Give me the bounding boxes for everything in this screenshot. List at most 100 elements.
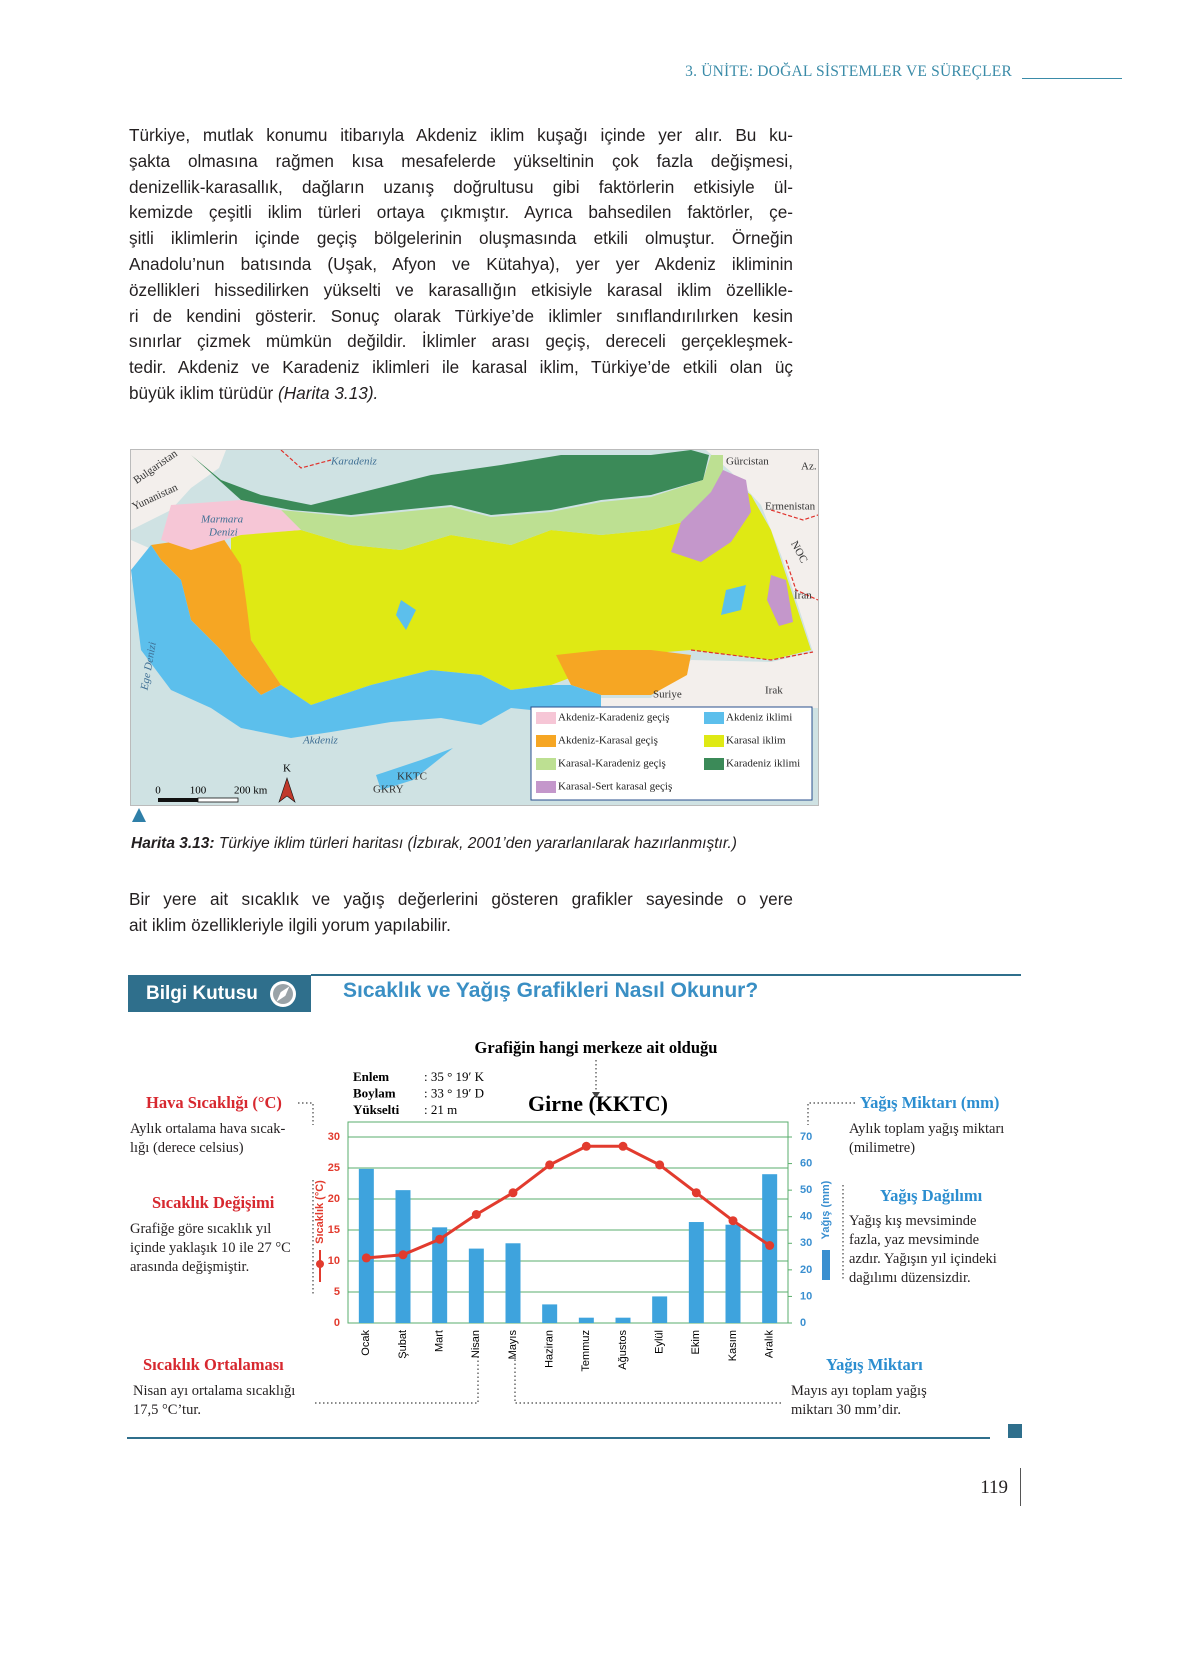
center-note: Grafiğin hangi merkeze ait olduğu [475, 1038, 718, 1057]
x-tick-label: Eylül [654, 1330, 666, 1354]
x-tick-label: Şubat [397, 1330, 409, 1359]
annotation-title: Sıcaklık Ortalaması [143, 1355, 284, 1374]
border [770, 509, 818, 521]
annotation-text: Nisan ayı ortalama sıcaklığı [133, 1383, 296, 1399]
x-tick-label: Haziran [544, 1330, 556, 1368]
annotation-text: içinde yaklaşık 10 ile 27 °C [130, 1240, 291, 1256]
y2-tick-label: 50 [800, 1184, 812, 1196]
map-label: Suriye [653, 689, 682, 701]
x-tick-label: Mayıs [507, 1330, 519, 1360]
y-tick-label: 0 [334, 1317, 340, 1329]
bar [468, 1248, 484, 1323]
compass-icon [270, 981, 296, 1007]
annotation-text: dağılımı düzensizdir. [849, 1270, 971, 1286]
legend-swatch [536, 712, 556, 724]
caption-label: Harita 3.13: [131, 835, 215, 852]
temperature-line [366, 1144, 771, 1260]
map-label: Karadeniz [330, 456, 378, 468]
climate-chart: Grafiğin hangi merkeze ait olduğu Girne … [298, 1038, 855, 1404]
y-tick-label: 5 [334, 1286, 340, 1298]
bar [432, 1227, 448, 1323]
x-tick-label: Ekim [690, 1330, 702, 1354]
annotation-text: azdır. Yağışın yıl içindeki [849, 1251, 997, 1267]
climate-region [396, 600, 416, 630]
temperature-point [728, 1216, 738, 1226]
temperature-point [765, 1241, 775, 1250]
temperature-point [361, 1253, 371, 1263]
climate-region [231, 480, 811, 705]
temperature-point [691, 1188, 701, 1198]
y2-tick-label: 60 [800, 1157, 812, 1169]
y2-axis-key [822, 1250, 830, 1280]
box-rule [311, 974, 1021, 976]
map-marker [132, 808, 146, 822]
y2-axis-label: Yağış (mm) [820, 1180, 832, 1239]
x-tick-label: Nisan [470, 1330, 482, 1358]
legend-swatch [536, 758, 556, 770]
legend-label: Karasal-Karadeniz geçiş [558, 758, 666, 770]
climate-region [767, 575, 793, 626]
climate-region [281, 455, 723, 550]
map-label: İran [794, 590, 812, 602]
temperature-point [545, 1160, 555, 1170]
climate-region [671, 470, 751, 562]
bottom-square [1008, 1424, 1022, 1438]
annotation-text: Grafiğe göre sıcaklık yıl [130, 1221, 272, 1237]
legend-label: Karasal iklim [726, 735, 786, 747]
chart-title: Girne (KKTC) [528, 1091, 668, 1116]
box-title: Sıcaklık ve Yağış Grafikleri Nasıl Okunu… [343, 979, 759, 1002]
header-rule [1022, 78, 1122, 79]
annotation-title: Hava Sıcaklığı (°C) [146, 1093, 282, 1112]
station-value: : 33 ° 19′ D [424, 1085, 484, 1100]
text-line: Bir yere ait sıcaklık ve yağış değerleri… [129, 889, 793, 909]
map-label: Denizi [208, 527, 238, 539]
bar [505, 1243, 521, 1323]
border [280, 450, 332, 469]
x-tick-label: Temmuz [580, 1330, 592, 1372]
climate-region [721, 585, 746, 615]
plot-frame [347, 1121, 789, 1324]
bar [688, 1222, 704, 1323]
x-tick-label: Ağustos [617, 1330, 629, 1370]
y-tick-label: 15 [328, 1224, 340, 1236]
reference: (Harita 3.13). [278, 382, 379, 403]
x-tick-label: Kasım [727, 1330, 739, 1361]
map-label: Marmara [200, 514, 244, 526]
leader-arrow [592, 1092, 600, 1098]
climate-region [191, 450, 709, 515]
legend-swatch [704, 735, 724, 747]
x-tick-label: Mart [434, 1330, 446, 1352]
legend-swatch [536, 781, 556, 793]
annotation-text: lığı (derece celsius) [130, 1140, 244, 1156]
annotation-text: (milimetre) [849, 1140, 916, 1156]
paragraph: Bir yere ait sıcaklık ve yağış değerleri… [129, 887, 793, 939]
station-label: Boylam [353, 1085, 396, 1100]
climate-region [161, 500, 301, 550]
page-number-rule [1020, 1468, 1021, 1506]
foreign-land [531, 450, 818, 708]
map-label: GKRY [373, 784, 404, 796]
y2-tick-label: 40 [800, 1211, 812, 1223]
scale-bar [158, 798, 198, 802]
annotation-text: Aylık ortalama hava sıcak- [130, 1121, 286, 1137]
y-tick-label: 20 [328, 1193, 340, 1205]
bar [542, 1304, 558, 1323]
y2-tick-label: 30 [800, 1237, 812, 1249]
legend-swatch [704, 712, 724, 724]
scale-bar [197, 797, 239, 803]
map-caption: Harita 3.13: Türkiye iklim türleri harit… [131, 835, 737, 853]
annotation-text: fazla, yaz mevsiminde [849, 1232, 980, 1248]
temperature-point [581, 1141, 591, 1151]
bottom-rule [127, 1437, 990, 1439]
y-tick-label: 30 [328, 1131, 340, 1143]
scale-label: 200 km [234, 785, 268, 797]
map-label: Akdeniz [302, 735, 339, 747]
x-tick-label: Ocak [360, 1330, 372, 1356]
map-label: Ermenistan [765, 501, 816, 513]
unit-header: 3. ÜNİTE: DOĞAL SİSTEMLER VE SÜREÇLER [685, 63, 1012, 80]
bar [615, 1317, 631, 1323]
annotation-text: Yağış kış mevsiminde [849, 1213, 977, 1229]
station-value: : 35 ° 19′ K [424, 1069, 485, 1084]
text: büyük iklim türüdür [129, 382, 274, 403]
